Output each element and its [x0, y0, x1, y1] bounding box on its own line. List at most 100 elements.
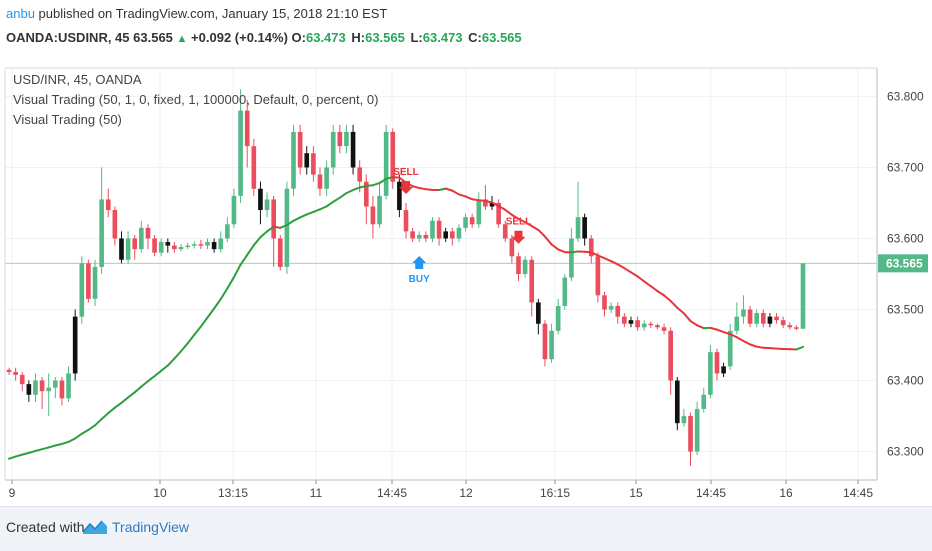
candle-body: [159, 242, 164, 253]
ma-segment: [141, 381, 148, 386]
candle-body: [695, 409, 700, 452]
candle-body: [457, 228, 462, 239]
candle-body: [735, 317, 740, 331]
ma-segment: [121, 397, 128, 402]
candle-body: [99, 199, 104, 266]
candle-body: [655, 325, 660, 327]
ma-segment: [168, 359, 175, 366]
ma-segment: [115, 403, 122, 408]
x-tick-label: 14:45: [843, 486, 873, 500]
candle-body: [185, 246, 190, 248]
candle-body: [73, 317, 78, 374]
tradingview-logo-icon: [82, 518, 108, 536]
candle-body: [450, 231, 455, 238]
ma-segment: [49, 445, 56, 447]
candle-body: [79, 263, 84, 316]
candle-body: [629, 320, 634, 324]
candle-body: [225, 224, 230, 238]
ma-segment: [618, 264, 625, 268]
ma-segment: [419, 188, 426, 189]
candle-body: [682, 416, 687, 423]
candle-body: [688, 416, 693, 452]
ma-segment: [538, 230, 545, 237]
candle-body: [649, 324, 654, 326]
candle-body: [801, 263, 806, 328]
ma-segment: [717, 330, 724, 332]
y-tick-label: 63.300: [887, 445, 924, 459]
y-tick-label: 63.800: [887, 89, 924, 103]
candle-body: [715, 352, 720, 373]
candle-body: [40, 381, 45, 392]
y-tick-label: 63.400: [887, 374, 924, 388]
ma-segment: [373, 183, 380, 185]
ma-segment: [353, 187, 360, 190]
candle-body: [675, 381, 680, 424]
sell-signal-label: SELL: [506, 217, 532, 228]
candle-body: [668, 331, 673, 381]
candlestick-series: [7, 89, 806, 465]
ma-segment: [605, 258, 612, 261]
ma-segment: [611, 261, 618, 264]
candle-body: [774, 317, 779, 321]
x-tick-label: 16: [779, 486, 793, 500]
candle-body: [662, 327, 667, 331]
candle-body: [86, 263, 91, 299]
candle-body: [258, 189, 263, 210]
candle-body: [298, 132, 303, 168]
candle-body: [324, 167, 329, 188]
candle-body: [46, 388, 51, 392]
candle-body: [384, 132, 389, 196]
ma-segment: [657, 291, 664, 295]
candle-body: [192, 244, 197, 246]
candle-body: [344, 132, 349, 146]
buy-signal-label: BUY: [409, 274, 430, 285]
ma-segment: [472, 199, 479, 200]
ma-segment: [459, 194, 466, 196]
candle-body: [146, 228, 151, 239]
candle-body: [53, 381, 58, 388]
candle-body: [357, 167, 362, 181]
x-tick-label: 15: [629, 486, 643, 500]
candle-body: [179, 247, 184, 249]
x-tick-label: 13:15: [218, 486, 248, 500]
candle-body: [278, 238, 283, 266]
ma-segment: [42, 447, 49, 449]
candle-body: [437, 221, 442, 239]
tradingview-brand-link[interactable]: TradingView: [112, 519, 189, 535]
ma-segment: [571, 252, 578, 253]
candle-body: [33, 381, 38, 395]
ma-segment: [320, 206, 327, 209]
x-tick-label: 9: [9, 486, 16, 500]
ma-segment: [737, 337, 744, 341]
ma-segment: [247, 245, 254, 255]
ma-segment: [413, 186, 420, 188]
candle-body: [622, 317, 627, 324]
ma-segment: [631, 272, 638, 276]
ma-segment: [201, 318, 208, 327]
candle-body: [7, 370, 12, 372]
candle-body: [397, 182, 402, 210]
candle-body: [510, 238, 515, 256]
ma-segment: [750, 344, 757, 346]
ma-segment: [327, 202, 334, 207]
ma-segment: [88, 425, 95, 430]
ma-segment: [346, 190, 353, 193]
ma-segment: [743, 341, 750, 344]
ma-segment: [466, 196, 473, 199]
ma-segment: [558, 249, 565, 252]
ma-segment: [82, 430, 89, 434]
created-with-text: Created with: [6, 519, 85, 535]
candle-body: [265, 199, 270, 210]
ma-segment: [221, 288, 228, 299]
candle-body: [602, 295, 607, 309]
ma-segment: [62, 442, 69, 444]
ma-segment: [532, 226, 539, 230]
candle-body: [27, 384, 32, 395]
ma-segment: [677, 308, 684, 314]
candle-body: [338, 132, 343, 146]
x-tick-label: 14:45: [696, 486, 726, 500]
ma-segment: [174, 351, 181, 358]
candle-body: [152, 238, 157, 252]
candle-body: [139, 228, 144, 249]
ma-segment: [307, 212, 314, 215]
